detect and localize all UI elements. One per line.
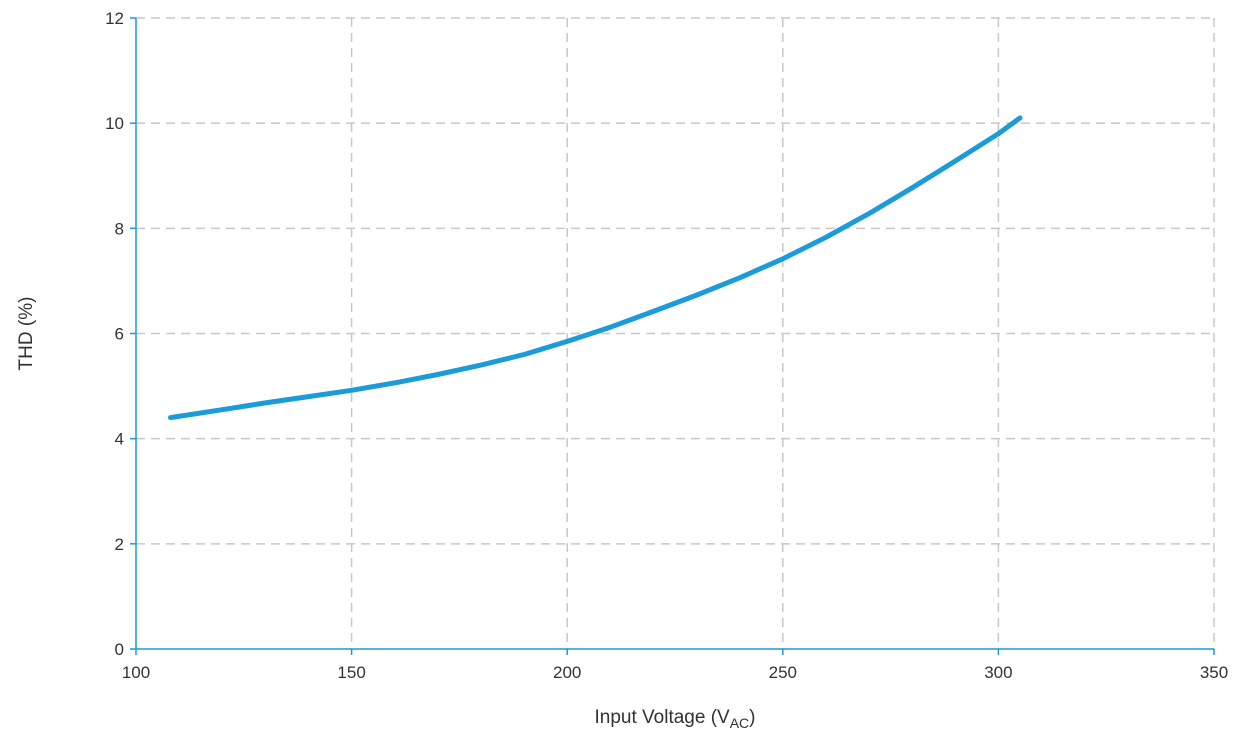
x-tick-label: 100 [122,663,150,682]
ticks: 100 150 200 250 300 350 0 2 4 6 8 10 12 [105,9,1228,682]
y-tick-label: 2 [115,535,124,554]
thd-series-line [168,115,1023,421]
x-tick-label: 350 [1200,663,1228,682]
grid [136,17,1215,649]
y-tick-label: 4 [115,430,124,449]
x-tick-label: 300 [984,663,1012,682]
x-tick-label: 150 [337,663,365,682]
y-tick-label: 8 [115,219,124,238]
x-axis-title: Input Voltage (VAC) [595,707,756,731]
y-tick-label: 0 [115,640,124,659]
series [168,115,1023,421]
y-axis-title: THD (%) [16,297,37,371]
x-axis-title-subscript: AC [730,715,749,731]
y-tick-label: 6 [115,325,124,344]
y-tick-label: 10 [105,114,124,133]
x-tick-label: 250 [769,663,797,682]
x-tick-label: 200 [553,663,581,682]
y-tick-label: 12 [105,9,124,28]
